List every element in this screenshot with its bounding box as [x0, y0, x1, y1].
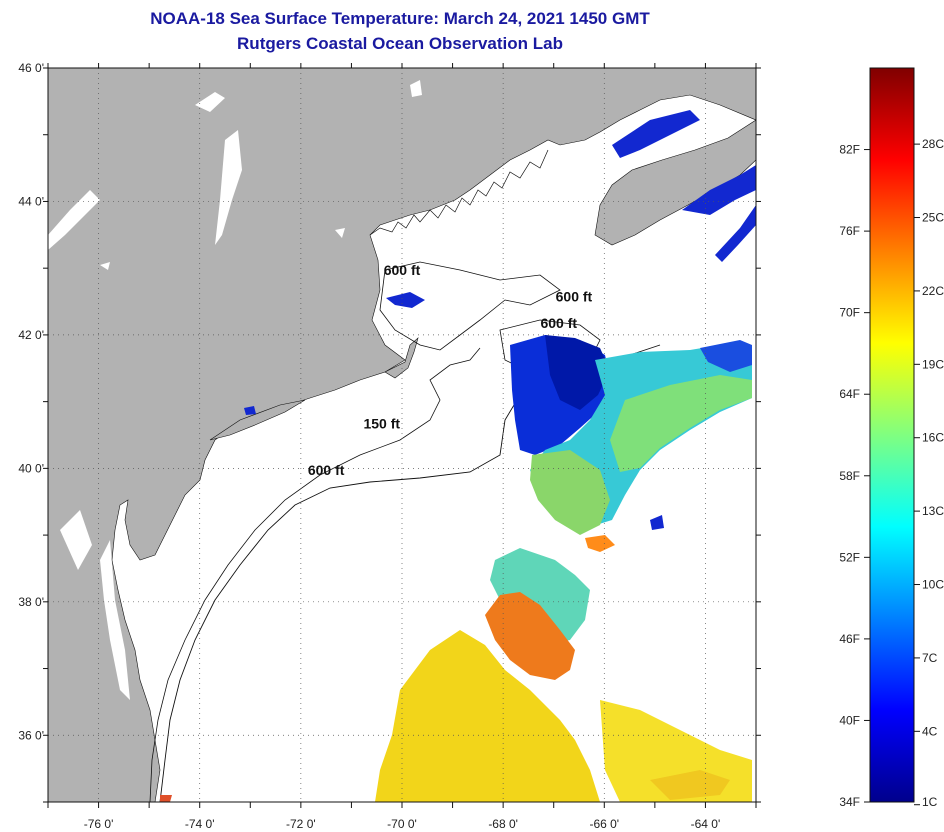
lat-tick-label: 36 0' [18, 728, 44, 742]
celsius-label: 4C [922, 724, 938, 738]
contour-150ft [149, 347, 481, 802]
lat-tick-label: 46 0' [18, 61, 44, 75]
graticule [48, 68, 756, 802]
fahrenheit-label: 76F [839, 224, 860, 238]
lon-tick-label: -76 0' [84, 817, 114, 831]
longitude-labels: -76 0' -74 0' -72 0' -70 0' -68 0' -66 0' -64 … [84, 817, 721, 831]
lat-tick-label: 38 0' [18, 595, 44, 609]
fahrenheit-label: 40F [839, 713, 860, 727]
lon-tick-label: -68 0' [488, 817, 518, 831]
fahrenheit-labels: 82F 76F 70F 64F 58F 52F 46F 40F 34F [839, 143, 860, 809]
celsius-label: 25C [922, 211, 944, 225]
sst-data [160, 335, 752, 802]
contour-label: 600 ft [540, 315, 577, 331]
colorbar-ticks [864, 143, 920, 806]
sst-cyan-south [530, 450, 610, 535]
contour-label: 600 ft [384, 262, 421, 278]
lon-tick-label: -64 0' [691, 817, 721, 831]
sst-warm-eddy-edge [585, 535, 615, 552]
sst-orange-spot [160, 795, 172, 802]
sst-cyan-plume [490, 548, 590, 645]
chart-title: NOAA-18 Sea Surface Temperature: March 2… [150, 9, 650, 28]
coastline-detail [369, 149, 549, 236]
land-long-island [209, 399, 306, 441]
celsius-label: 22C [922, 284, 944, 298]
sst-gulf-stream [485, 592, 575, 680]
celsius-label: 13C [922, 504, 944, 518]
celsius-label: 19C [922, 357, 944, 371]
contour-label: 150 ft [363, 415, 400, 431]
fahrenheit-label: 52F [839, 550, 860, 564]
land-mainland [48, 68, 756, 802]
fahrenheit-label: 70F [839, 306, 860, 320]
colorbar: 82F 76F 70F 64F 58F 52F 46F 40F 34F 28C 25C 22C 19C… [839, 67, 944, 809]
latitude-labels: 46 0' 44 0' 42 0' 40 0' 38 0' 36 0' [18, 61, 44, 742]
fahrenheit-label: 34F [839, 795, 860, 809]
fahrenheit-label: 82F [839, 143, 860, 157]
sst-blue-ne [700, 340, 752, 372]
contour-label: 600 ft [308, 462, 345, 478]
chart-subtitle: Rutgers Coastal Ocean Observation Lab [237, 34, 563, 53]
inland-lakes [48, 80, 422, 700]
fahrenheit-label: 58F [839, 469, 860, 483]
lon-tick-label: -74 0' [185, 817, 215, 831]
lon-tick-label: -72 0' [286, 817, 316, 831]
contour-label: 600 ft [556, 289, 593, 305]
colorbar-scale [869, 67, 915, 803]
sst-warm-yellow [375, 630, 600, 802]
celsius-label: 1C [922, 795, 938, 809]
lat-tick-label: 42 0' [18, 328, 44, 342]
celsius-label: 10C [922, 578, 944, 592]
lon-tick-label: -70 0' [387, 817, 417, 831]
celsius-label: 16C [922, 431, 944, 445]
axis-ticks [43, 63, 761, 808]
sst-yellow-patch [650, 770, 730, 800]
sst-cold-deep [545, 335, 610, 410]
land-nova-scotia [594, 119, 756, 246]
celsius-label: 28C [922, 137, 944, 151]
sst-green-band [610, 375, 752, 472]
sst-map: 600 ft 600 ft 600 ft 150 ft 600 ft 46 0' 44 0… [18, 61, 761, 831]
celsius-label: 7C [922, 651, 938, 665]
celsius-labels: 28C 25C 22C 19C 16C 13C 10C 7C 4C 1C [922, 137, 944, 809]
fahrenheit-label: 46F [839, 632, 860, 646]
contour-labels: 600 ft 600 ft 600 ft 150 ft 600 ft [308, 262, 593, 478]
sst-cold-canada [244, 110, 756, 530]
fahrenheit-label: 64F [839, 387, 860, 401]
lon-tick-label: -66 0' [589, 817, 619, 831]
lat-tick-label: 44 0' [18, 194, 44, 208]
lat-tick-label: 40 0' [18, 461, 44, 475]
land-cape-cod [384, 337, 419, 379]
